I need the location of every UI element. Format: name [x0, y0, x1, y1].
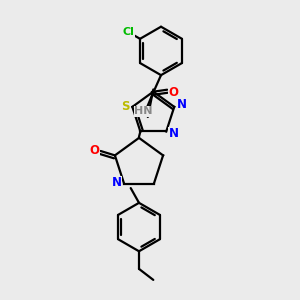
Text: HN: HN	[134, 106, 153, 116]
Text: N: N	[177, 98, 187, 111]
Text: N: N	[169, 127, 179, 140]
Text: N: N	[111, 176, 122, 189]
Text: O: O	[168, 86, 178, 99]
Text: Cl: Cl	[123, 27, 134, 37]
Text: S: S	[122, 100, 130, 113]
Text: O: O	[89, 145, 99, 158]
